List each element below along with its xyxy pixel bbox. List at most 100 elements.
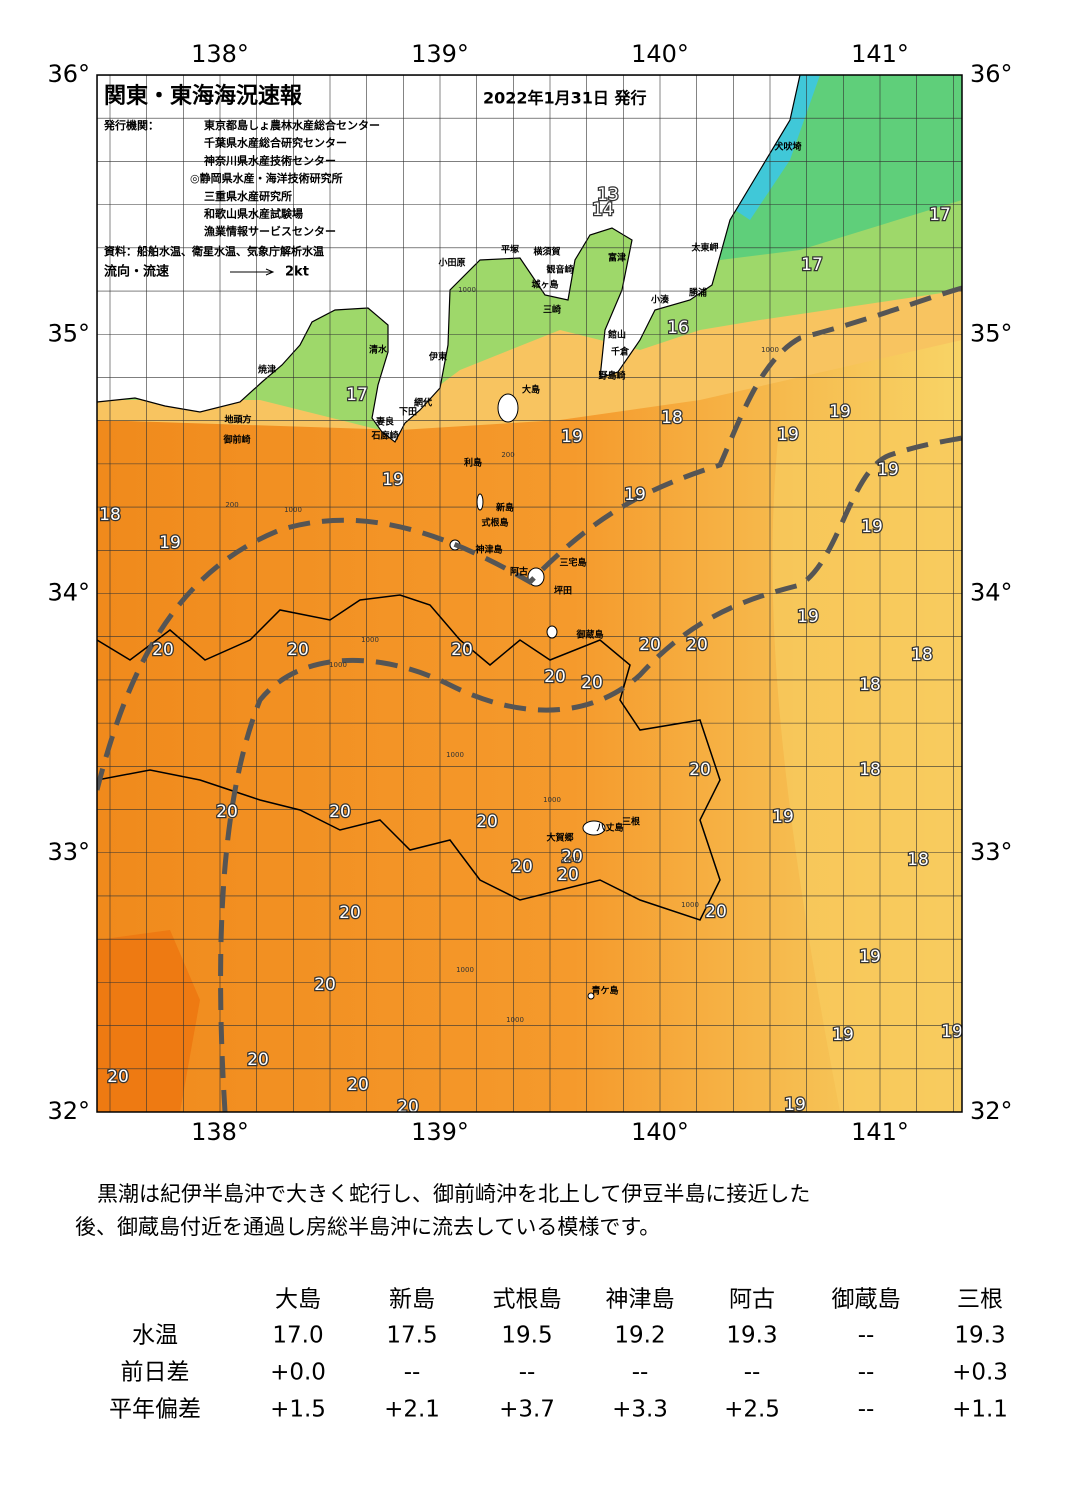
place-name: 伊東	[428, 351, 447, 363]
temperature-label: 13	[597, 185, 619, 205]
table-header: 三根	[957, 1287, 1003, 1313]
table-cell: +0.3	[952, 1360, 1008, 1386]
table-cell: --	[404, 1360, 421, 1386]
isotherm	[97, 594, 721, 921]
temperature-label: 20	[705, 902, 727, 922]
island	[546, 625, 558, 639]
temperature-label: 17	[801, 255, 823, 275]
temperature-label: 20	[216, 802, 238, 822]
temperature-label: 20	[287, 640, 309, 660]
issuer: 三重県水産研究所	[204, 189, 292, 203]
table-cell: --	[519, 1360, 536, 1386]
description: 後、御蔵島付近を通過し房総半島沖に流去している模様です。	[75, 1215, 660, 1239]
contour-label: 200	[501, 451, 514, 459]
place-name: 神津島	[475, 544, 502, 556]
lon-label: 138°	[191, 40, 249, 68]
temperature-label: 19	[797, 607, 819, 627]
island	[582, 820, 606, 836]
table-cell: 19.5	[501, 1323, 552, 1349]
place-name: 地頭方	[224, 414, 251, 426]
place-name: 横須賀	[533, 246, 560, 258]
temperature-label: 19	[829, 402, 851, 422]
place-name: 小田原	[437, 257, 465, 269]
issuer-label: 発行機関：	[103, 118, 159, 132]
issuer: 和歌山県水産試験場	[204, 207, 303, 221]
source: 資料：船舶水温、衛星水温、気象庁解析水温	[104, 244, 324, 258]
contour-label: 1000	[561, 856, 579, 864]
temperature-label: 20	[686, 635, 708, 655]
temperature-label: 17	[929, 205, 951, 225]
temperature-label: 18	[911, 645, 933, 665]
contour-label: 1000	[543, 796, 561, 804]
temperature-label: 19	[624, 485, 646, 505]
contour-label: 1000	[284, 506, 302, 514]
island	[497, 393, 519, 423]
place-name: 網代	[414, 397, 432, 409]
place-name: 太東岬	[690, 242, 718, 254]
temperature-label: 17	[346, 385, 368, 405]
table-header: 大島	[275, 1287, 321, 1313]
table-cell: --	[858, 1397, 875, 1423]
lon-label: 138°	[191, 1118, 249, 1146]
lat-label: 36°	[970, 60, 1013, 88]
table-cell: 17.5	[386, 1323, 437, 1349]
warm-water	[97, 930, 200, 1112]
place-name: 式根島	[481, 517, 508, 529]
temperature-label: 16	[667, 318, 689, 338]
lon-label: 141°	[851, 40, 909, 68]
lat-label: 32°	[47, 1097, 90, 1125]
island	[587, 992, 595, 1000]
place-name: 三根	[622, 816, 641, 828]
place-name: 利島	[463, 457, 482, 469]
place-name: 富津	[608, 252, 626, 264]
table-cell: --	[858, 1323, 875, 1349]
temperature-label: 20	[689, 760, 711, 780]
contour-label: 200	[225, 501, 238, 509]
place-name: 御蔵島	[575, 629, 603, 641]
temperature-label: 19	[861, 517, 883, 537]
place-name: 三崎	[543, 304, 561, 316]
temperature-label: 20	[329, 802, 351, 822]
temperature-label: 20	[339, 903, 361, 923]
table-cell: +3.3	[612, 1397, 668, 1423]
place-name: 平塚	[501, 244, 519, 256]
table-cell: 19.2	[614, 1323, 665, 1349]
description: 黒潮は紀伊半島沖で大きく蛇行し、御前崎沖を北上して伊豆半島に接近した	[97, 1182, 810, 1206]
temperature-label: 20	[544, 667, 566, 687]
contour-label: 1000	[458, 286, 476, 294]
temperature-label: 20	[511, 857, 533, 877]
place-name: 小湊	[650, 294, 670, 306]
kuroshio-path	[97, 285, 962, 791]
place-name: 大賀郷	[546, 832, 573, 844]
temperature-label: 18	[859, 760, 881, 780]
lat-label: 32°	[970, 1097, 1013, 1125]
text-area: 138° 138° 139° 139° 140° 140° 141° 141° 36° 36° 35…	[47, 40, 1012, 1423]
contour-label: 1000	[681, 901, 699, 909]
table-cell: +3.7	[499, 1397, 555, 1423]
place-name: 犬吠埼	[773, 141, 801, 153]
flow-scale: 2kt	[285, 265, 309, 280]
place-name: 勝浦	[689, 287, 707, 299]
temperature-label: 20	[247, 1050, 269, 1070]
lon-label: 139°	[411, 40, 469, 68]
place-name: 野島崎	[598, 370, 625, 382]
lat-label: 33°	[970, 838, 1013, 866]
temperature-label: 20	[451, 640, 473, 660]
issuer: 神奈川県水産技術センター	[204, 153, 336, 167]
map-title: 関東・東海海況速報	[104, 83, 303, 109]
table-cell: 19.3	[954, 1323, 1005, 1349]
table-cell: 19.3	[726, 1323, 777, 1349]
table-header: 神津島	[606, 1287, 675, 1313]
place-name: 観音崎	[546, 264, 573, 276]
island	[476, 493, 484, 511]
temperature-label: 19	[382, 470, 404, 490]
place-name: 千倉	[611, 346, 630, 358]
contour-label: 1000	[456, 966, 474, 974]
contour-label: 1000	[361, 636, 379, 644]
table-cell: --	[858, 1360, 875, 1386]
temperature-label: 19	[159, 533, 181, 553]
place-name: 下田	[399, 407, 417, 418]
contour-label: 1000	[506, 1016, 524, 1024]
lat-label: 35°	[47, 319, 90, 347]
